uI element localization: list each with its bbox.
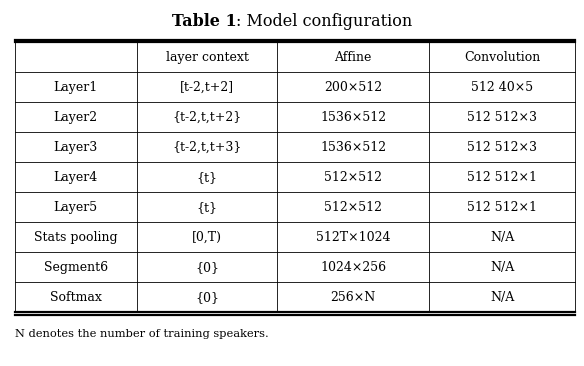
Text: Layer5: Layer5 <box>54 201 98 214</box>
Text: {t}: {t} <box>196 201 217 214</box>
Text: {t-2,t,t+2}: {t-2,t,t+2} <box>172 111 242 124</box>
Text: 512 512×3: 512 512×3 <box>467 111 537 124</box>
Text: Table 1: Table 1 <box>172 13 237 30</box>
Text: 512×512: 512×512 <box>324 171 382 184</box>
Text: N denotes the number of training speakers.: N denotes the number of training speaker… <box>15 329 269 339</box>
Text: layer context: layer context <box>165 51 248 64</box>
Text: 1536×512: 1536×512 <box>320 111 386 124</box>
Text: 200×512: 200×512 <box>324 81 382 94</box>
Text: 1024×256: 1024×256 <box>320 261 386 274</box>
Text: {0}: {0} <box>195 291 219 304</box>
Text: 512 512×1: 512 512×1 <box>467 201 537 214</box>
Text: [t-2,t+2]: [t-2,t+2] <box>180 81 234 94</box>
Text: 512×512: 512×512 <box>324 201 382 214</box>
Text: Affine: Affine <box>335 51 372 64</box>
Text: Layer2: Layer2 <box>54 111 98 124</box>
Text: N/A: N/A <box>490 291 515 304</box>
Text: Layer1: Layer1 <box>54 81 98 94</box>
Text: {0}: {0} <box>195 261 219 274</box>
Text: 256×N: 256×N <box>331 291 376 304</box>
Text: 512 512×1: 512 512×1 <box>467 171 537 184</box>
Text: 512 512×3: 512 512×3 <box>467 141 537 154</box>
Text: : Model configuration: : Model configuration <box>237 13 412 30</box>
Text: Layer3: Layer3 <box>54 141 98 154</box>
Text: 512T×1024: 512T×1024 <box>316 231 390 244</box>
Text: {t-2,t,t+3}: {t-2,t,t+3} <box>172 141 242 154</box>
Text: 512 40×5: 512 40×5 <box>471 81 533 94</box>
Text: {t}: {t} <box>196 171 217 184</box>
Text: Convolution: Convolution <box>464 51 540 64</box>
Text: Softmax: Softmax <box>50 291 102 304</box>
Text: [0,T): [0,T) <box>192 231 222 244</box>
Text: Layer4: Layer4 <box>54 171 98 184</box>
Text: Stats pooling: Stats pooling <box>34 231 117 244</box>
Text: Segment6: Segment6 <box>44 261 108 274</box>
Text: N/A: N/A <box>490 231 515 244</box>
Text: N/A: N/A <box>490 261 515 274</box>
Text: 1536×512: 1536×512 <box>320 141 386 154</box>
